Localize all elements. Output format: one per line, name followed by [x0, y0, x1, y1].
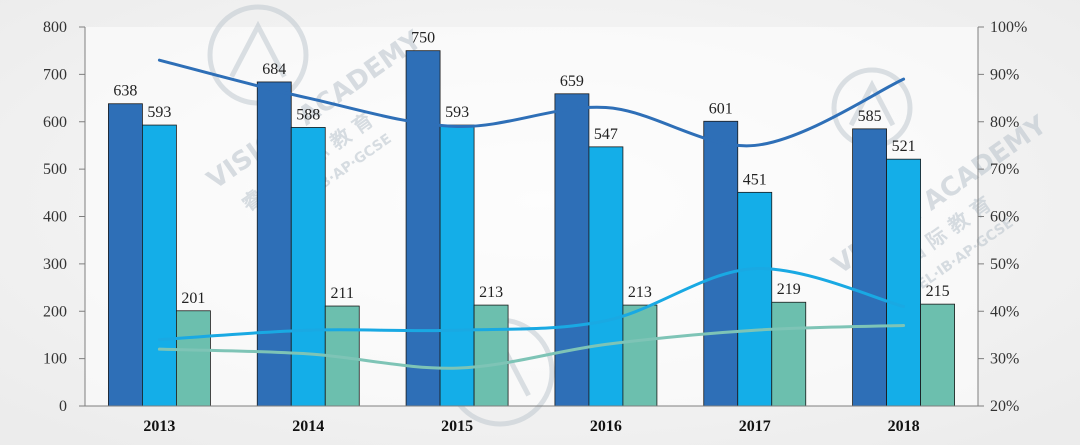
- x-tick-label: 2014: [292, 418, 324, 435]
- bar: [920, 303, 955, 407]
- left-tick-label: 300: [43, 256, 67, 273]
- right-tick-label: 80%: [990, 114, 1019, 131]
- bar-data-label: 750: [411, 30, 435, 47]
- bar: [554, 93, 590, 407]
- right-tick-label: 100%: [990, 19, 1027, 36]
- left-tick-label: 200: [43, 303, 67, 320]
- bar-data-label: 213: [628, 284, 652, 301]
- x-tick-label: 2015: [441, 418, 473, 435]
- bar: [405, 50, 441, 407]
- bar-data-label: 547: [594, 126, 618, 143]
- left-tick-label: 600: [43, 114, 67, 131]
- left-tick-label: 0: [59, 398, 67, 415]
- bar: [473, 304, 509, 407]
- line-layer: [157, 58, 906, 370]
- bar-data-label: 585: [858, 108, 882, 125]
- bar-data-label: 593: [445, 104, 469, 121]
- bar-data-label: 211: [331, 285, 354, 302]
- x-tick-label: 2013: [143, 418, 175, 435]
- right-tick-label: 60%: [990, 209, 1019, 226]
- rate-line: [157, 323, 906, 370]
- bar-layer: [108, 50, 955, 407]
- bar-data-label: 201: [181, 290, 205, 307]
- left-tick-label: 400: [43, 209, 67, 226]
- bar: [142, 124, 177, 407]
- label-layer: 638 684 750 659 601 585 593 588 593 547 451 521 201 2…: [113, 30, 949, 307]
- bar: [176, 310, 211, 407]
- bar-data-label: 213: [479, 284, 503, 301]
- left-tick-label: 500: [43, 161, 67, 178]
- bar: [439, 124, 475, 407]
- bar-data-label: 521: [892, 138, 916, 155]
- bar: [108, 103, 143, 407]
- left-tick-label: 100: [43, 351, 67, 368]
- right-tick-label: 50%: [990, 256, 1019, 273]
- bar: [703, 120, 739, 407]
- watermark-emblem-mark: [229, 20, 287, 78]
- bar: [622, 304, 658, 407]
- bar-data-label: 684: [262, 61, 286, 78]
- bar: [771, 301, 807, 407]
- axis-layer: 0 100 200 300 400 500 600 700 800 20% 30% 40% 50% 60%…: [43, 19, 1027, 435]
- x-tick-label: 2017: [739, 418, 771, 435]
- rate-line: [157, 267, 906, 342]
- watermark-emblem-mark: [848, 79, 896, 127]
- bar-data-label: 601: [709, 100, 733, 117]
- bar: [256, 81, 292, 407]
- right-tick-label: 40%: [990, 303, 1019, 320]
- left-tick-label: 700: [43, 66, 67, 83]
- x-tick-label: 2018: [888, 418, 920, 435]
- right-tick-label: 70%: [990, 161, 1019, 178]
- right-tick-label: 90%: [990, 66, 1019, 83]
- left-tick-label: 800: [43, 19, 67, 36]
- bar: [886, 158, 921, 407]
- bar: [588, 146, 624, 407]
- bar: [852, 128, 887, 407]
- bar-data-label: 219: [777, 281, 801, 298]
- x-tick-label: 2016: [590, 418, 622, 435]
- bar-data-label: 215: [926, 283, 950, 300]
- bar-data-label: 451: [743, 171, 767, 188]
- right-tick-label: 20%: [990, 398, 1019, 415]
- bar-data-label: 638: [113, 83, 137, 100]
- bar-data-label: 659: [560, 73, 584, 90]
- bar-data-label: 593: [147, 104, 171, 121]
- bar-data-label: 588: [296, 106, 320, 123]
- rate-line: [157, 58, 906, 148]
- plot-area: [85, 27, 978, 406]
- right-tick-label: 30%: [990, 351, 1019, 368]
- bar: [290, 127, 326, 407]
- bar: [737, 191, 773, 407]
